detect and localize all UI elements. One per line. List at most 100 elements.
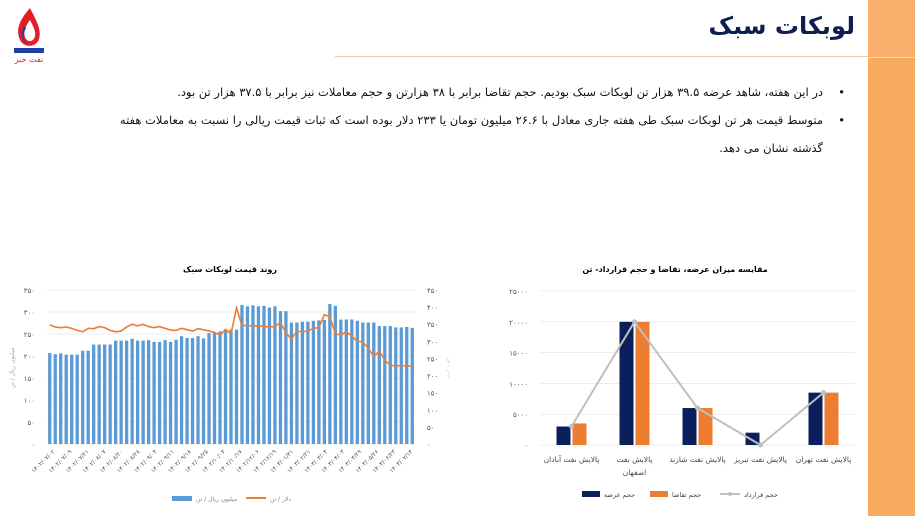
contract-point [821,390,826,396]
y2-tick-label: ۲۰۰ [427,373,438,381]
price-bar [141,340,145,444]
chart-title: روند قیمت لوبکات سبک [183,265,277,274]
y2-tick-label: ۳۰۰ [427,338,438,346]
price-bar [289,322,294,444]
y2-tick-label: ۵۰ [427,424,435,432]
side-accent-strip [868,0,915,516]
price-bar [267,307,272,444]
bullet-supply-demand: در این هفته، شاهد عرضه ۳۹.۵ هزار تن لوبک… [105,78,845,106]
price-bar [64,354,68,444]
price-bar [196,336,200,444]
price-bar [262,305,266,444]
price-bar [234,329,239,444]
supply-demand-chart: مقایسه میزان عرضه، تقاضا و حجم قرارداد- … [509,265,855,499]
y2-tick-label: ۱۵۰ [427,390,438,398]
y-tick-label: ۵۰ [27,419,35,427]
y-tick-label: ۳۵۰ [24,287,35,295]
category-label: پالایش نفت آبادان [544,454,600,464]
y2-tick-label: ۳۵۰ [427,321,438,329]
y-tick-label: ۲۵۰ [24,331,35,339]
price-bar [300,321,305,444]
price-bar [135,340,140,444]
price-bar [75,354,79,444]
supply-bar [619,321,634,445]
category-label: پالایش نفت شازند [669,455,726,464]
price-bar [410,327,414,444]
side-accent-header [868,0,915,58]
price-bar [317,320,321,444]
price-bar [86,350,90,444]
legend-contract-label: حجم قرارداد [744,491,778,499]
price-bar [223,330,228,444]
logo-icon: نفت خبر [14,8,44,64]
page-title: لوبکات سبک [708,12,855,40]
title-divider [335,56,868,57]
contract-point [569,424,574,430]
price-bar [361,322,365,444]
y2-tick-label: ۲۵۰ [427,355,438,363]
legend-dollar-label: دلار / تن [270,496,291,503]
y2-tick-label: ۴۵۰ [427,287,438,295]
svg-text:نفت خبر: نفت خبر [14,55,43,64]
price-bar [328,304,332,444]
price-bar [229,329,233,444]
supply-bar [682,408,697,445]
price-bar [48,352,52,444]
price-bar [92,344,96,444]
legend-contract-marker [728,492,732,496]
y-tick-label: ۲۰۰ [24,353,35,361]
price-bar [70,354,74,444]
y-tick-label: ۱۰۰۰۰ [509,380,528,388]
y-tick-label: ۳۰۰ [24,309,35,317]
supply-bar [556,426,571,445]
summary-bullets: در این هفته، شاهد عرضه ۳۹.۵ هزار تن لوبک… [105,78,845,162]
price-bar [311,320,316,444]
y2-tick-label: ۱۰۰ [427,407,438,415]
price-bar [108,344,112,444]
price-bar [394,327,398,444]
demand-bar [698,408,713,445]
price-bar [240,304,244,444]
legend-rial-label: میلیون ریال / تن [196,496,237,503]
price-bar [119,340,123,444]
y-tick-label: ۱۰۰ [24,397,35,405]
price-bar [344,319,348,444]
price-bar [207,333,211,444]
price-bar [218,331,222,444]
contract-point [695,405,700,411]
price-bar [59,353,63,444]
price-bar [53,354,57,444]
demand-bar [824,392,839,445]
y-tick-label: ۲۰۰۰۰ [509,319,528,327]
price-bar [339,319,343,444]
category-label: پالایش نفت تهران [796,455,852,464]
demand-bar [572,423,587,445]
legend-bar-swatch [172,496,192,501]
price-bar [383,326,387,444]
price-bar [124,340,129,444]
price-bar [81,350,85,444]
bullet-average-price: متوسط قیمت هر تن لوبکات سبک طی هفته جاری… [105,106,845,162]
category-label: اصفهان [623,468,647,477]
price-bar [355,320,359,444]
price-bar [163,340,167,444]
price-bar [388,326,392,444]
legend-supply-label: حجم عرضه [604,491,635,499]
category-label: پالایش نفت تبریز [733,455,787,464]
chart-title: مقایسه میزان عرضه، تقاضا و حجم قرارداد- … [582,265,767,274]
price-bar [372,322,376,444]
price-bar [152,341,156,444]
price-bar [190,337,195,444]
price-bar [245,306,250,444]
legend-demand-label: حجم تقاضا [672,491,701,499]
price-bar [322,319,327,444]
price-bar [201,338,206,444]
y2-tick-label: ۰ [427,441,431,449]
price-bar [157,341,162,444]
legend-supply-swatch [582,491,600,497]
category-label: پالایش نفت [617,455,653,464]
price-bar [284,311,288,444]
y-axis-label: میلیون ریال / تن [9,347,16,388]
price-bar [350,319,354,444]
contract-point [632,319,637,325]
